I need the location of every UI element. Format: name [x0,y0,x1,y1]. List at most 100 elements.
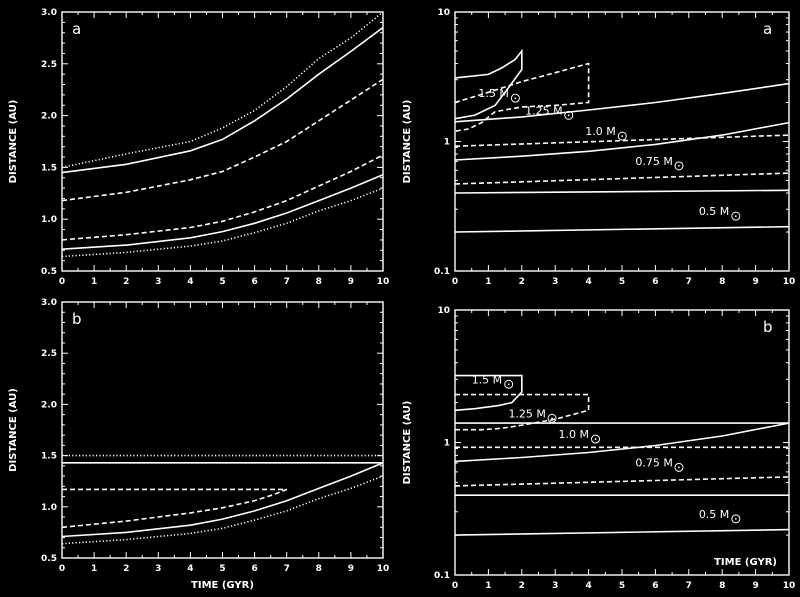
x-tick-label: 6 [251,277,257,287]
y-tick-label: 10 [437,8,450,18]
x-tick-label: 8 [719,581,725,591]
sun-symbol-icon [674,161,684,171]
series-line [454,374,523,412]
series-line [61,475,384,545]
x-tick-label: 1 [485,277,491,287]
x-tick-label: 9 [348,277,354,287]
x-tick-label: 9 [752,277,758,287]
plot-frame [454,11,790,272]
curve-label: 1.25 M [508,407,545,420]
panel-1: 0 1 2 3 4 5 6 7 8 9 10 0.5 1.0 1.5 2.0 2.5 3.0 DISTANCE (… [8,298,389,591]
y-tick-label: 10 [437,306,450,316]
y-tick-label: 1.5 [41,452,57,462]
panel-label: a [72,20,81,38]
y-tick-label: 0.1 [434,267,450,277]
curve-label: 1.0 M [559,428,589,441]
sun-symbol-icon [504,379,514,389]
x-tick-label: 2 [123,277,129,287]
sun-symbol-icon [591,434,601,444]
x-tick-label: 6 [251,564,257,574]
curve-label: 1.0 M [585,125,615,138]
y-axis-label: DISTANCE (AU) [402,100,413,184]
curve-label: 0.75 M [635,155,672,168]
sun-symbol-dot [567,114,570,117]
y-tick-label: 2.5 [41,349,57,359]
y-tick-label: 1.5 [41,163,57,173]
y-tick-label: 0.5 [41,554,57,564]
curve-label: 0.5 M [699,508,729,521]
curve-label: 1.5 M [472,373,502,386]
x-axis-label: TIME (GYR) [191,580,254,591]
x-tick-label: 1 [485,581,491,591]
x-tick-label: 7 [686,277,692,287]
series-line [61,462,384,538]
sun-symbol-dot [734,517,737,520]
x-tick-label: 2 [519,581,525,591]
x-tick-label: 10 [783,277,796,287]
x-tick-label: 9 [752,581,758,591]
series-line [454,476,790,487]
series-line [61,11,384,169]
sun-symbol-icon [510,93,520,103]
x-tick-label: 2 [519,277,525,287]
x-tick-label: 1 [91,277,97,287]
series-line [454,48,523,120]
series-line [61,154,384,241]
sun-symbol-icon [674,462,684,472]
x-tick-label: 8 [719,277,725,287]
x-tick-label: 3 [155,564,161,574]
curve-label: 0.75 M [635,456,672,469]
sun-symbol-dot [734,215,737,218]
sun-symbol-dot [551,417,553,420]
x-tick-label: 4 [585,581,591,591]
y-tick-label: 2.0 [41,400,57,410]
x-tick-label: 5 [619,277,625,287]
x-tick-label: 7 [284,564,290,574]
y-tick-label: 1.0 [41,503,57,513]
x-tick-label: 7 [284,277,290,287]
x-tick-label: 0 [59,564,65,574]
sun-symbol-dot [594,438,597,440]
series-line [455,393,590,431]
series-line [454,189,790,194]
series-line [61,187,384,258]
x-tick-label: 8 [316,277,322,287]
panel-0: 0 1 2 3 4 5 6 7 8 9 10 0.5 1.0 1.5 2.0 2.5 3.0 DISTANCE (… [8,8,389,287]
x-tick-label: 3 [552,581,558,591]
sun-symbol-icon [617,131,627,141]
x-tick-label: 2 [123,564,129,574]
y-tick-label: 2.0 [41,112,57,122]
sun-symbol-icon [731,211,741,221]
x-tick-label: 4 [585,277,591,287]
series-line [454,172,790,185]
y-tick-label: 2.5 [41,60,57,70]
series-line [454,225,790,233]
sun-symbol-dot [678,164,680,167]
series-line [454,528,790,536]
x-tick-label: 9 [348,564,354,574]
x-tick-label: 0 [452,581,458,591]
y-tick-label: 0.5 [41,267,57,277]
x-tick-label: 6 [652,277,658,287]
x-tick-label: 7 [686,581,692,591]
x-tick-label: 0 [59,277,65,287]
plot-frame [454,309,790,576]
y-axis-label: DISTANCE (AU) [402,401,413,485]
panel-label: a [763,20,772,38]
series-line [454,121,790,161]
x-tick-label: 5 [619,581,625,591]
x-tick-label: 6 [652,581,658,591]
series-line [61,26,384,174]
sun-symbol-icon [564,110,574,120]
x-tick-label: 10 [377,564,390,574]
series-line [454,422,790,463]
y-tick-label: 3.0 [41,8,57,18]
x-tick-label: 8 [316,564,322,574]
series-line [454,62,590,132]
panel-label: b [763,318,773,336]
x-tick-label: 1 [91,564,97,574]
sun-symbol-icon [547,413,557,423]
x-tick-label: 3 [155,277,161,287]
sun-symbol-dot [678,466,680,469]
